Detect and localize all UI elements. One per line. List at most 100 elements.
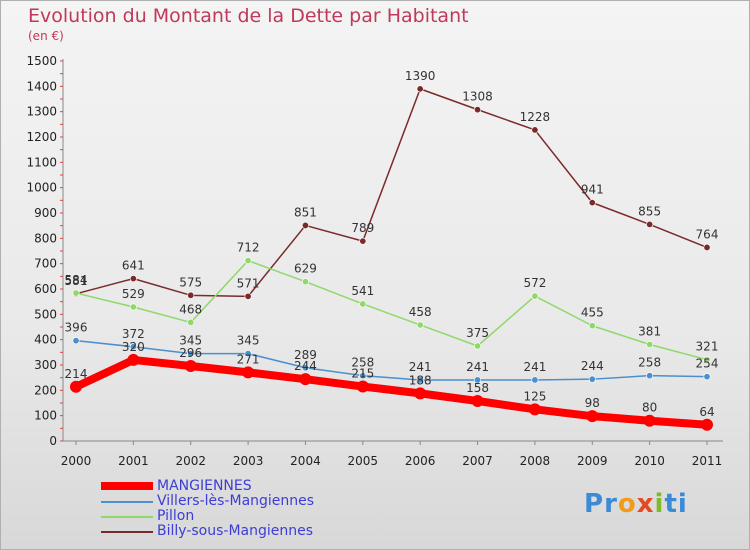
x-tick-label: 2004 [290,454,321,468]
data-label: 641 [122,259,145,273]
data-label: 572 [523,276,546,290]
legend-swatch [101,531,153,533]
x-tick-label: 2009 [577,454,608,468]
data-point [474,342,482,350]
data-point [531,292,539,300]
data-label: 455 [581,306,604,320]
chart-subtitle: (en €) [28,29,64,43]
legend-label: Billy-sous-Mangiennes [157,523,314,539]
data-label: 271 [237,352,260,366]
data-point [646,372,654,380]
data-point [701,418,713,431]
data-label: 372 [122,327,145,341]
data-label: 320 [122,340,145,354]
data-point [359,237,367,245]
data-point [588,199,596,207]
data-point [471,394,484,407]
data-label: 396 [65,321,88,335]
data-label: 458 [409,305,432,319]
data-label: 321 [696,340,719,354]
data-label: 381 [638,324,661,338]
data-label: 158 [466,381,489,395]
data-point [70,380,82,393]
legend-label: Pillon [157,508,195,524]
data-label: 1390 [405,69,436,83]
data-label: 712 [237,241,260,255]
x-tick-label: 2003 [233,454,264,468]
data-point [646,340,654,348]
data-point [474,376,482,384]
data-point [129,303,137,311]
y-tick-label: 0 [49,434,57,448]
data-label: 571 [237,276,260,290]
data-point [301,364,309,372]
data-point [72,289,80,297]
series-line-2 [75,259,708,361]
x-tick-label: 2007 [462,454,493,468]
data-label: 851 [294,205,317,219]
data-label: 345 [179,334,202,348]
data-point [242,366,255,379]
data-point [129,343,137,351]
data-label: 214 [65,367,88,381]
series-line-1 [75,339,708,381]
y-tick-label: 200 [34,383,57,397]
x-tick-label: 2010 [634,454,665,468]
y-tick-label: 1300 [26,105,57,119]
data-point [703,243,711,251]
data-label: 468 [179,302,202,316]
data-point [129,275,137,283]
data-label: 345 [237,334,260,348]
data-label: 241 [466,360,489,374]
data-point [244,292,252,300]
data-point [301,221,309,229]
data-point [187,350,195,358]
data-label: 98 [585,396,600,410]
x-tick-label: 2000 [61,454,92,468]
y-tick-label: 1000 [26,181,57,195]
data-label: 258 [351,356,374,370]
x-tick-label: 2011 [692,454,723,468]
y-tick-label: 900 [34,206,57,220]
data-label: 64 [699,405,714,419]
data-label: 188 [409,373,432,387]
data-point [72,337,80,345]
data-point [531,376,539,384]
data-point [184,360,197,373]
x-tick-label: 2005 [348,454,379,468]
data-label: 296 [179,346,202,360]
y-tick-label: 1100 [26,155,57,169]
data-label: 584 [65,273,88,287]
y-tick-label: 1400 [26,79,57,93]
y-tick-label: 100 [34,409,57,423]
y-tick-label: 1200 [26,130,57,144]
data-label: 375 [466,326,489,340]
data-label: 855 [638,204,661,218]
data-label: 80 [642,401,657,415]
legend-swatch [101,501,153,503]
data-point [586,410,599,423]
data-point [359,372,367,380]
data-point [416,321,424,329]
series-line-3 [75,88,708,298]
proxiti-logo: Proxiti [584,489,688,519]
legend-label: MANGIENNES [157,478,252,494]
data-label: 529 [122,287,145,301]
data-point [474,106,482,114]
legend-swatch [101,482,153,490]
x-tick-label: 2001 [118,454,149,468]
data-label: 1308 [462,90,493,104]
data-label: 244 [581,359,604,373]
x-tick-label: 2002 [175,454,206,468]
data-point [646,220,654,228]
data-point [703,356,711,364]
data-point [414,387,427,400]
data-label: 241 [409,360,432,374]
y-tick-label: 700 [34,257,57,271]
data-label: 254 [696,357,719,371]
data-label: 289 [294,348,317,362]
data-point [244,350,252,358]
data-point [127,353,140,366]
data-label: 575 [179,275,202,289]
line-chart: 0 100 200 300 400 500 600 700 800 900 1000 1100 1200… [26,54,723,468]
